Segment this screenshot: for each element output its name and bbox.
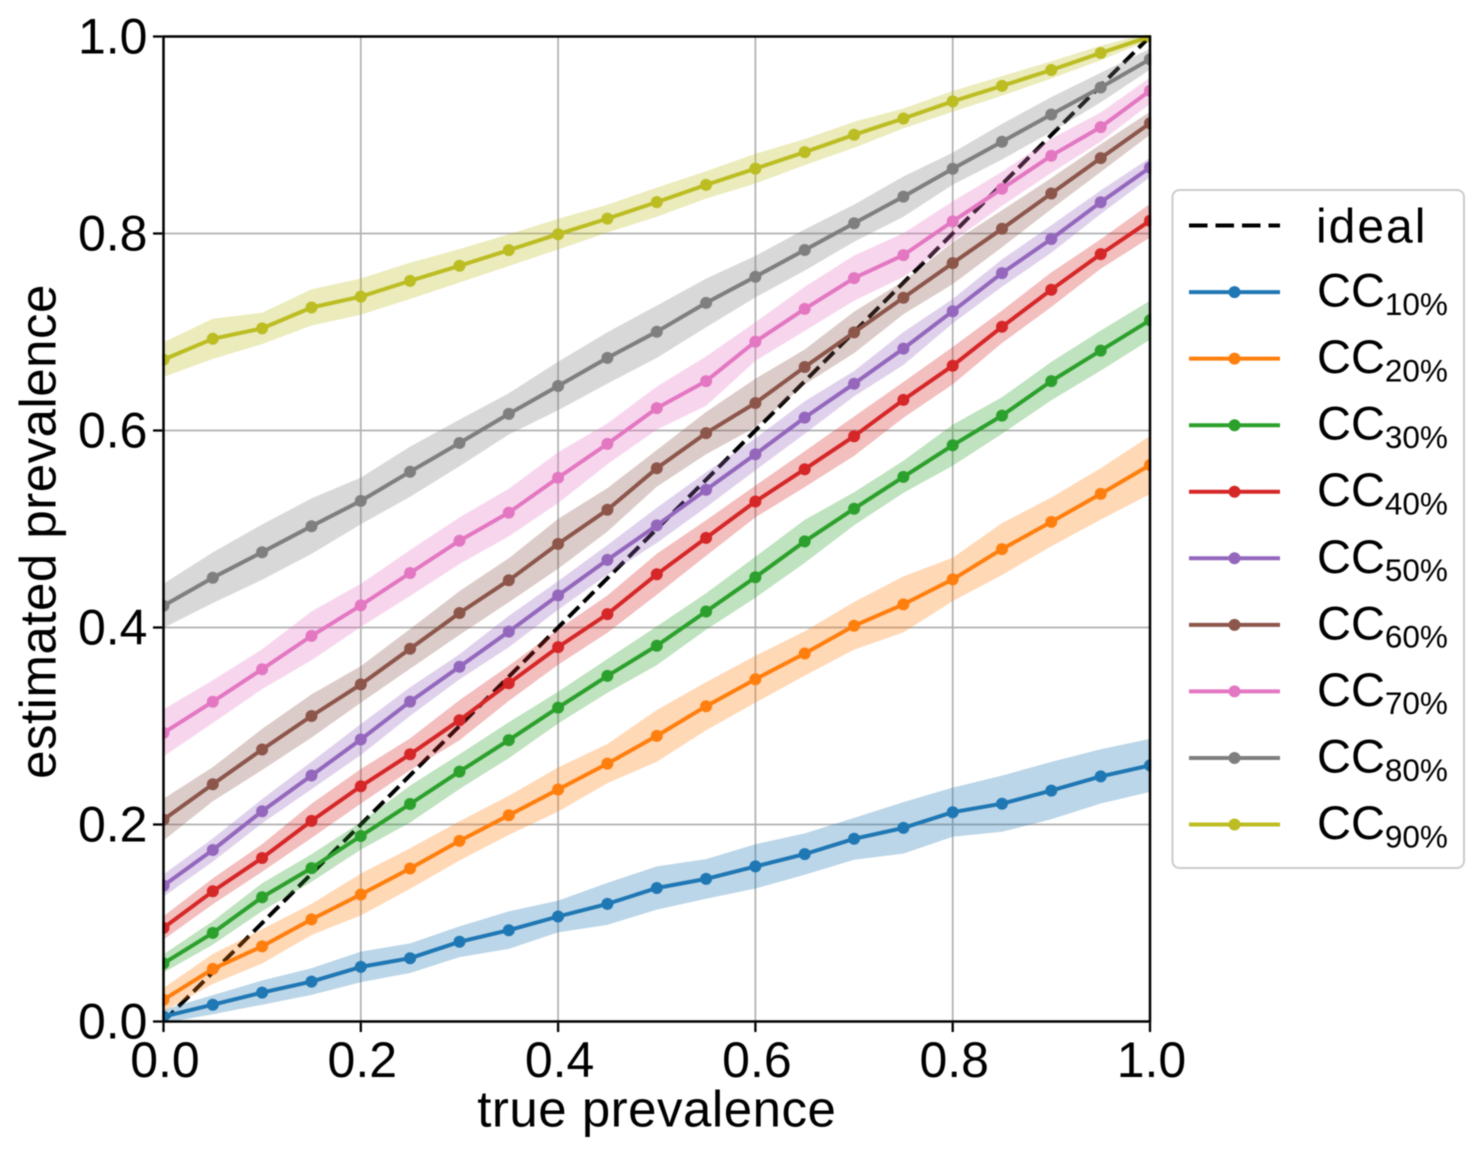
svg-text:CC60%: CC60% [1317,596,1448,654]
svg-text:1.0: 1.0 [1117,1032,1187,1088]
svg-text:0.2: 0.2 [328,1032,398,1088]
svg-text:0.6: 0.6 [78,403,148,459]
svg-text:CC90%: CC90% [1317,796,1448,854]
svg-text:0.0: 0.0 [78,994,148,1050]
svg-text:estimated prevalence: estimated prevalence [10,284,67,779]
svg-text:0.4: 0.4 [78,600,148,656]
svg-text:0.6: 0.6 [722,1032,792,1088]
svg-text:0.4: 0.4 [525,1032,595,1088]
svg-text:0.8: 0.8 [78,206,148,262]
svg-text:ideal: ideal [1316,201,1427,254]
svg-text:0.2: 0.2 [78,797,148,853]
svg-text:true prevalence: true prevalence [477,1081,836,1138]
svg-text:CC70%: CC70% [1317,663,1448,721]
svg-text:1.0: 1.0 [78,9,148,65]
svg-text:0.8: 0.8 [919,1032,989,1088]
svg-text:CC50%: CC50% [1317,530,1448,588]
svg-text:CC40%: CC40% [1317,463,1448,521]
svg-text:0.0: 0.0 [130,1032,200,1088]
